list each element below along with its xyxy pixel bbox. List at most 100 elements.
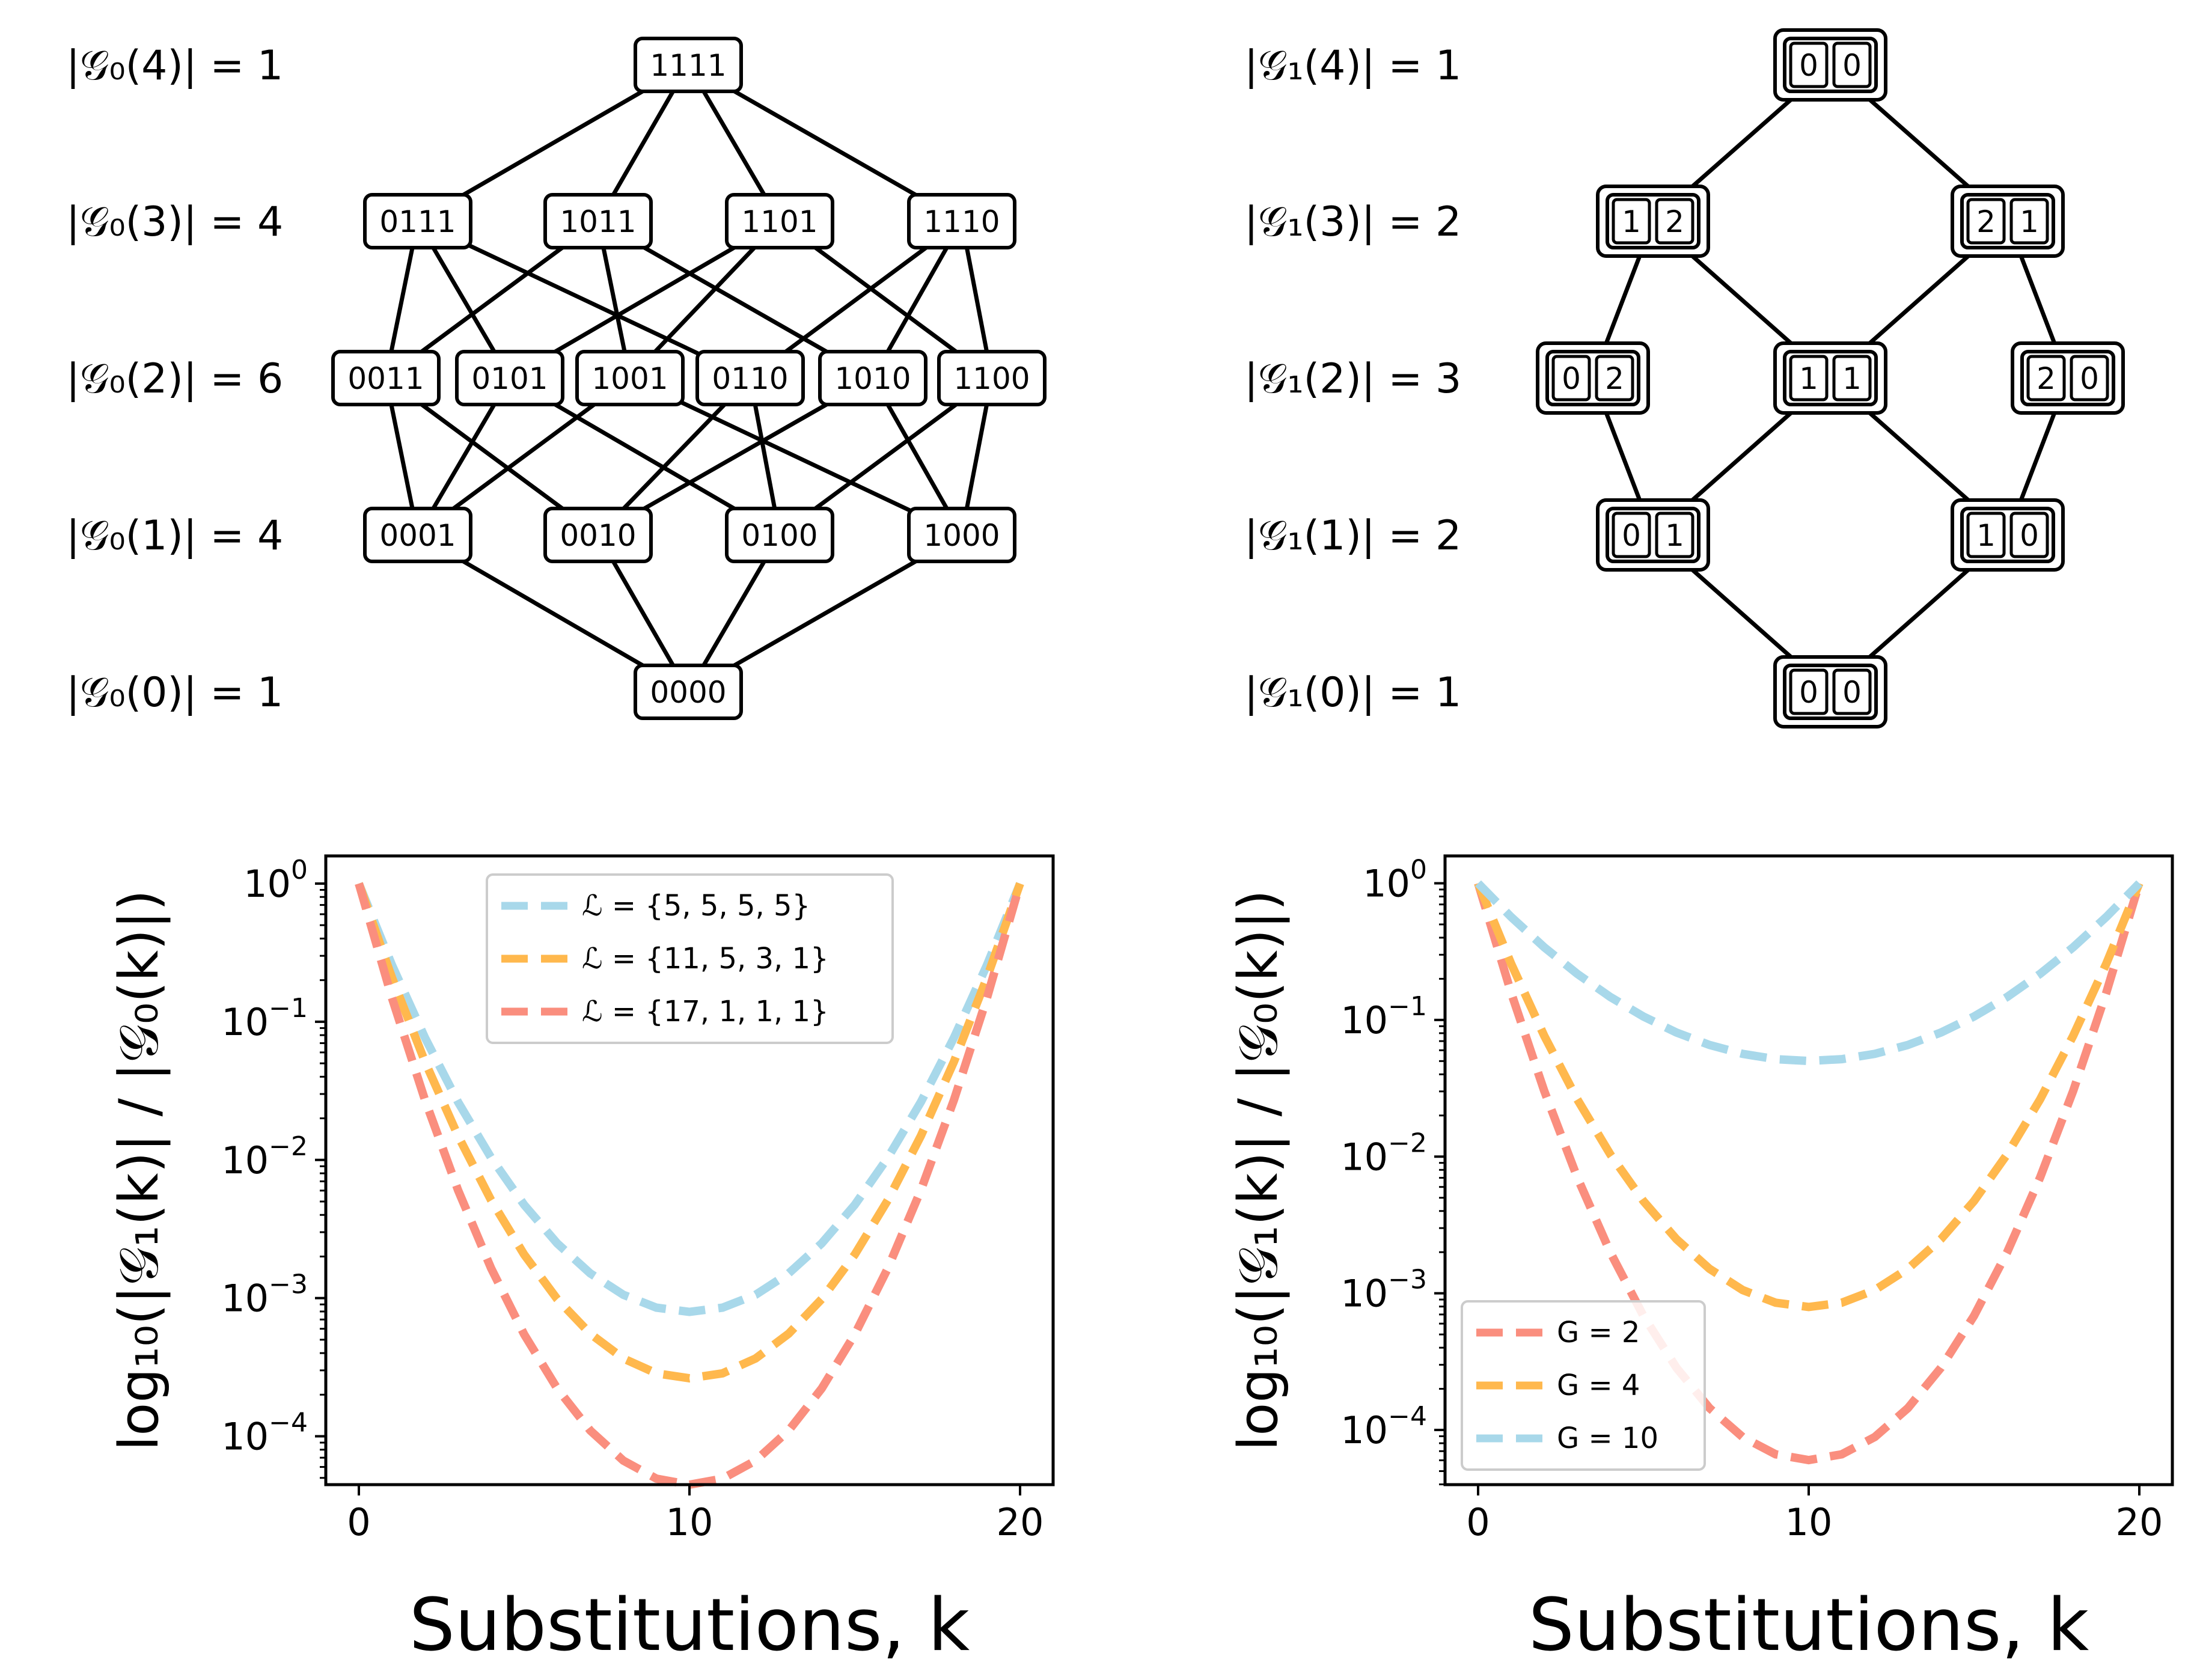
hypercube-row-label: |𝒢₀(4)| = 1 bbox=[66, 42, 283, 90]
grouped-cell-label: 0 bbox=[1842, 48, 1862, 83]
hypercube-node: 1110 bbox=[907, 193, 1016, 249]
hypercube-node-label: 0111 bbox=[379, 204, 456, 239]
x-axis-label: Substitutions, k bbox=[409, 1584, 970, 1667]
hypercube-node: 1010 bbox=[818, 350, 927, 406]
hypercube-node: 0101 bbox=[455, 350, 564, 406]
legend-label: G = 10 bbox=[1557, 1422, 1658, 1455]
grouped-cell-label: 0 bbox=[1799, 48, 1818, 83]
hypercube-node-label: 0000 bbox=[650, 675, 726, 710]
grouped-row-label: |𝒢₁(1)| = 2 bbox=[1244, 512, 1461, 560]
hypercube-node: 0111 bbox=[363, 193, 472, 249]
y-axis-label: log₁₀(|𝒢₁(k)| / |𝒢₀(k)|) bbox=[1227, 890, 1290, 1450]
series-line bbox=[1474, 882, 2144, 1465]
hypercube-row-label: |𝒢₀(1)| = 4 bbox=[66, 512, 283, 560]
x-tick-label: 10 bbox=[666, 1500, 714, 1544]
hypercube-edge bbox=[629, 376, 963, 537]
hypercube-node-label: 1100 bbox=[953, 361, 1030, 396]
hypercube-node-label: 1101 bbox=[741, 204, 817, 239]
grouped-cell-label: 0 bbox=[1622, 518, 1641, 553]
grouped-cell-label: 1 bbox=[1976, 518, 1996, 553]
y-tick-label: 10−4 bbox=[1340, 1401, 1427, 1452]
x-tick-label: 0 bbox=[347, 1500, 370, 1544]
y-tick-label: 10−1 bbox=[221, 993, 308, 1044]
hypercube-node-label: 0100 bbox=[741, 518, 817, 553]
hypercube-edge bbox=[417, 219, 751, 380]
grouped-cell-label: 2 bbox=[1665, 204, 1684, 239]
hypercube-node-label: 1000 bbox=[923, 518, 1000, 553]
hypercube-node-label: 1011 bbox=[560, 204, 636, 239]
hypercube-node: 0100 bbox=[725, 507, 834, 563]
grouped-cell-label: 0 bbox=[2020, 518, 2039, 553]
x-tick-label: 20 bbox=[997, 1500, 1044, 1544]
grouped-cell-label: 0 bbox=[1842, 675, 1862, 710]
hypercube-node-label: 0110 bbox=[712, 361, 788, 396]
grouped-cell-label: 0 bbox=[1799, 675, 1818, 710]
grouped-row-label: |𝒢₁(3)| = 2 bbox=[1244, 198, 1461, 246]
grouped-cell-label: 2 bbox=[2037, 361, 2056, 396]
hypercube-lattice: |𝒢₀(4)| = 1 1111 |𝒢₀(3)| = 4 0111 1011 1101 11… bbox=[66, 37, 1047, 720]
y-tick-label: 10−2 bbox=[221, 1131, 308, 1182]
series-line bbox=[355, 882, 1024, 1383]
y-tick-label: 100 bbox=[243, 855, 308, 906]
x-tick-label: 20 bbox=[2116, 1500, 2163, 1544]
legend-label: ℒ = {5, 5, 5, 5} bbox=[582, 889, 810, 923]
grouped-row-label: |𝒢₁(2)| = 3 bbox=[1244, 355, 1461, 403]
legend: G = 2 G = 4 G = 10 bbox=[1461, 1300, 1706, 1471]
hypercube-row-label: |𝒢₀(0)| = 1 bbox=[66, 669, 283, 716]
y-tick-label: 10−3 bbox=[221, 1269, 308, 1321]
grouped-row-label: |𝒢₁(4)| = 1 bbox=[1244, 42, 1461, 90]
hypercube-node-label: 0001 bbox=[379, 518, 456, 553]
hypercube-node-label: 0101 bbox=[471, 361, 548, 396]
chart-right: 100 10−1 10−2 10−3 10−4 0 10 20 Substitutions, k… bbox=[1227, 854, 2174, 1667]
x-tick-label: 10 bbox=[1785, 1500, 1833, 1544]
hypercube-node: 0010 bbox=[543, 507, 653, 563]
y-tick-label: 10−2 bbox=[1340, 1128, 1427, 1179]
y-axis-label: log₁₀(|𝒢₁(k)| / |𝒢₀(k)|) bbox=[108, 890, 171, 1450]
hypercube-node: 1000 bbox=[907, 507, 1016, 563]
y-tick-label: 10−1 bbox=[1340, 991, 1427, 1042]
hypercube-node: 1001 bbox=[575, 350, 685, 406]
grouped-cell-label: 0 bbox=[2080, 361, 2099, 396]
hypercube-node: 0110 bbox=[695, 350, 805, 406]
series-line bbox=[355, 882, 1024, 1489]
hypercube-row-label: |𝒢₀(2)| = 6 bbox=[66, 355, 283, 403]
hypercube-node: 0000 bbox=[634, 664, 743, 720]
legend-label: ℒ = {11, 5, 3, 1} bbox=[582, 942, 829, 976]
y-tick-label: 100 bbox=[1363, 854, 1427, 905]
hypercube-node-label: 0010 bbox=[560, 518, 636, 553]
series-line bbox=[355, 882, 1024, 1316]
x-axis-label: Substitutions, k bbox=[1529, 1584, 2089, 1667]
grouped-cell-label: 1 bbox=[1842, 361, 1862, 396]
legend-label: G = 2 bbox=[1557, 1316, 1640, 1349]
hypercube-node-label: 1010 bbox=[834, 361, 911, 396]
series-line bbox=[1475, 880, 2142, 1066]
legend-label: G = 4 bbox=[1557, 1369, 1640, 1402]
grouped-cell-label: 1 bbox=[1622, 204, 1641, 239]
hypercube-node: 1101 bbox=[725, 193, 834, 249]
hypercube-node: 1011 bbox=[543, 193, 653, 249]
legend-label: ℒ = {17, 1, 1, 1} bbox=[582, 995, 829, 1028]
hypercube-node-label: 0011 bbox=[347, 361, 424, 396]
grouped-row-label: |𝒢₁(0)| = 1 bbox=[1244, 669, 1461, 716]
grouped-cell-label: 1 bbox=[1799, 361, 1818, 396]
hypercube-node: 0001 bbox=[363, 507, 472, 563]
hypercube-node: 0011 bbox=[331, 350, 441, 406]
grouped-cell-label: 0 bbox=[1562, 361, 1581, 396]
hypercube-node-label: 1110 bbox=[923, 204, 1000, 239]
legend: ℒ = {5, 5, 5, 5} ℒ = {11, 5, 3, 1} ℒ = {17… bbox=[486, 873, 894, 1044]
grouped-cell-label: 2 bbox=[1976, 204, 1996, 239]
y-tick-label: 10−3 bbox=[1340, 1265, 1427, 1316]
hypercube-node: 1100 bbox=[937, 350, 1047, 406]
series-line bbox=[1474, 881, 2144, 1312]
